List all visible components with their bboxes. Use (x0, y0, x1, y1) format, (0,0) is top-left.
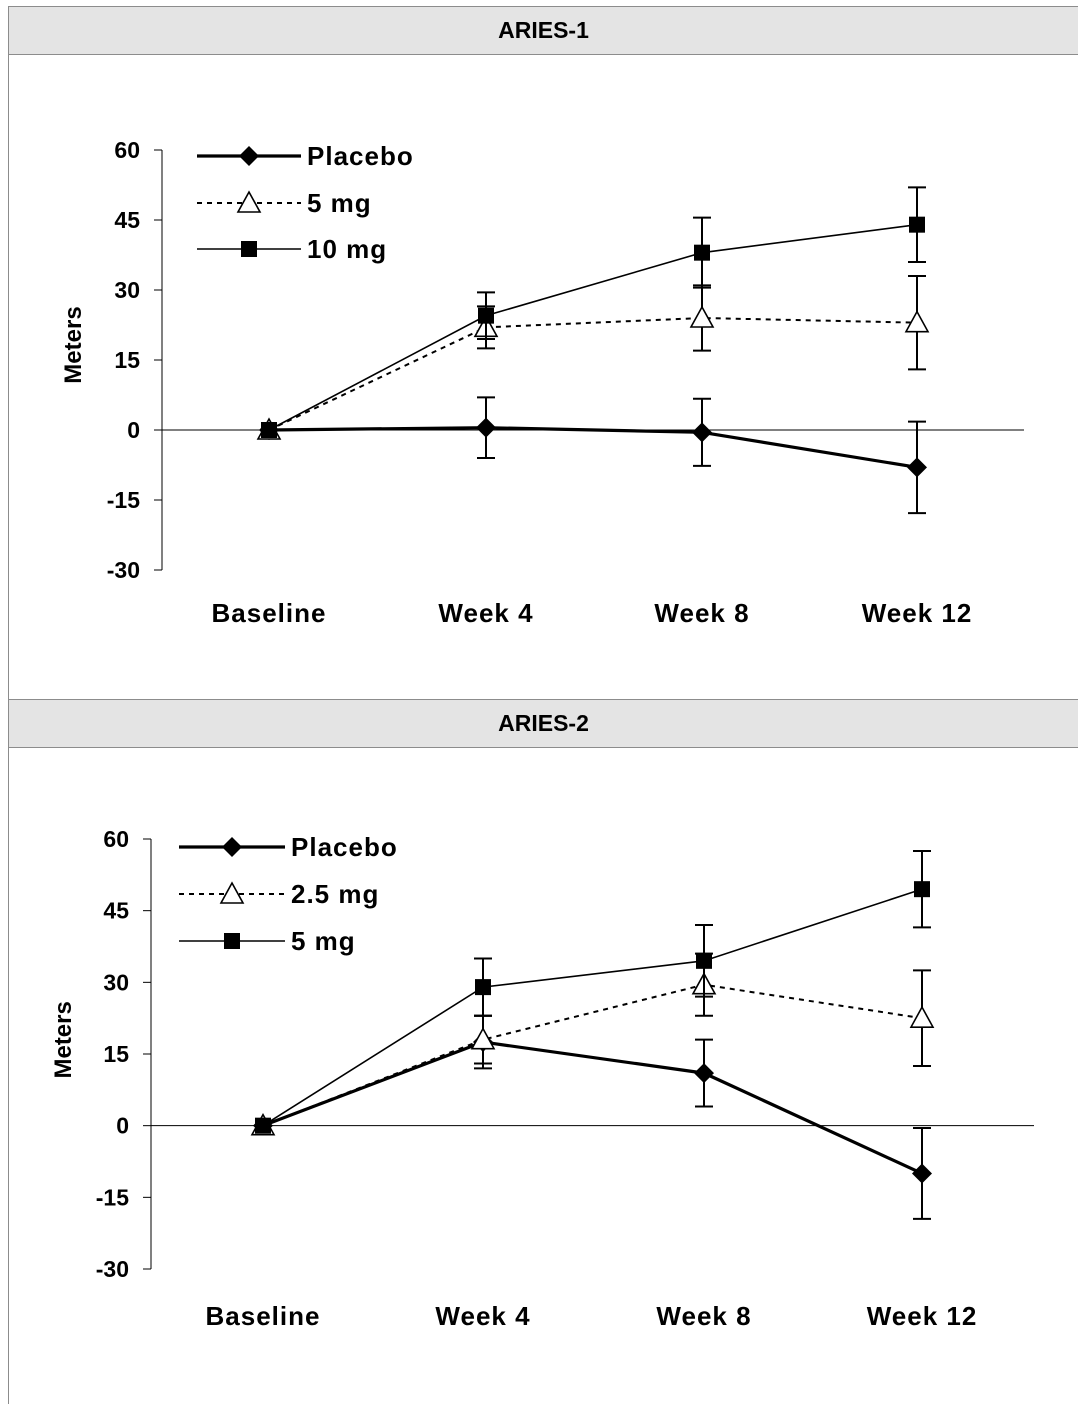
x-tick-label: Week 4 (438, 598, 533, 628)
x-tick-label: Week 8 (654, 598, 749, 628)
legend-label: Placebo (291, 832, 398, 862)
y-axis-label: Meters (60, 306, 87, 383)
data-point (476, 417, 496, 438)
series-line (268, 316, 918, 431)
y-tick-label: 45 (103, 898, 129, 924)
chart-aries-1: 60 45 30 15 0 -15 -30 Meters Baseline Week 4 Week … (60, 137, 1024, 628)
legend-label: 2.5 mg (291, 879, 379, 909)
series-line (268, 426, 918, 469)
series-2-5-mg (250, 952, 935, 1136)
series-5-mg (255, 849, 931, 1134)
y-tick-label: 30 (103, 969, 129, 995)
data-point (909, 1005, 935, 1028)
y-tick-label: 0 (116, 1113, 129, 1139)
legend-label: 10 mg (307, 234, 387, 264)
legend-marker (239, 146, 259, 166)
legend-marker (236, 190, 262, 213)
y-tick-label: -30 (96, 1256, 129, 1282)
legend-marker (241, 241, 257, 257)
x-tick-label: Week 4 (435, 1301, 530, 1331)
series-line (262, 888, 923, 1127)
y-tick-label: 45 (114, 207, 140, 233)
y-tick-label: 15 (114, 347, 140, 373)
data-point (470, 1027, 496, 1050)
series-line (268, 223, 918, 431)
data-point (475, 979, 491, 996)
data-point (907, 457, 927, 478)
y-tick-label: 0 (127, 417, 140, 443)
data-point (261, 422, 277, 438)
panel-title: ARIES-1 (9, 6, 1078, 55)
data-point (912, 1163, 932, 1184)
chart-aries-2: 60 45 30 15 0 -15 -30 Meters Baseline Week 4 Week … (50, 826, 1034, 1331)
panel-aries-1: ARIES-1 60 45 30 15 0 -15 -30 Meters Baseline Wee… (8, 6, 1078, 699)
data-point (692, 422, 712, 443)
data-point (255, 1117, 271, 1134)
legend-label: Placebo (307, 141, 414, 171)
legend: Placebo 2.5 mg 5 mg (179, 832, 398, 956)
data-point (694, 1063, 714, 1084)
x-tick-label: Baseline (212, 598, 327, 628)
data-point (694, 244, 710, 261)
y-tick-label: 60 (114, 137, 140, 163)
data-point (696, 952, 712, 969)
legend-marker (219, 881, 245, 904)
x-tick-label: Week 12 (867, 1301, 978, 1331)
x-tick-label: Week 12 (862, 598, 973, 628)
y-tick-label: -15 (96, 1184, 129, 1210)
series-line (262, 983, 923, 1127)
y-tick-label: 60 (103, 826, 129, 852)
panel-aries-2: ARIES-2 60 45 30 15 0 -15 -30 Meters Baseline Wee… (8, 699, 1078, 1404)
x-tick-label: Baseline (206, 1301, 321, 1331)
data-point (478, 307, 494, 324)
legend-label: 5 mg (291, 926, 356, 956)
y-tick-label: 15 (103, 1041, 129, 1067)
x-tick-label: Week 8 (656, 1301, 751, 1331)
series-placebo (259, 396, 927, 515)
data-point (914, 881, 930, 898)
data-point (909, 216, 925, 233)
series-line (262, 1040, 923, 1175)
series-5-mg (256, 275, 930, 440)
legend: Placebo 5 mg 10 mg (197, 141, 414, 264)
legend-marker (222, 837, 242, 857)
series-10-mg (261, 186, 926, 438)
legend-marker (224, 933, 240, 949)
data-point (904, 310, 930, 333)
y-axis-label: Meters (50, 1001, 77, 1078)
y-tick-label: 30 (114, 277, 140, 303)
series-placebo (253, 1014, 932, 1220)
y-tick-label: -15 (107, 487, 140, 513)
legend-label: 5 mg (307, 188, 372, 218)
data-point (689, 305, 715, 328)
y-tick-label: -30 (107, 557, 140, 583)
panel-title: ARIES-2 (9, 699, 1078, 748)
